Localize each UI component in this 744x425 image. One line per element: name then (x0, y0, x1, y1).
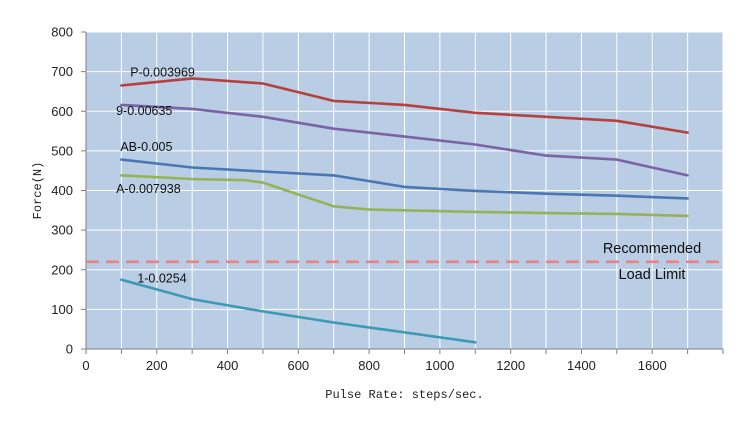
x-tick-label: 200 (146, 358, 168, 373)
series-line-9-0-00635 (120, 103, 689, 177)
series-line-1-0-0254 (120, 278, 477, 344)
series-labels: P-0.003969 9-0.00635 AB-0.005 A-0.007938 1-0… (116, 65, 195, 285)
y-tick-label: 400 (51, 183, 73, 198)
x-tick-label: 1200 (496, 358, 525, 373)
series-line-a-0-007938 (120, 174, 689, 218)
y-tick-label: 100 (51, 302, 73, 317)
x-tick-label: 800 (358, 358, 380, 373)
series-label-ab-0-005: AB-0.005 (120, 140, 172, 154)
x-tick-label: 400 (217, 358, 239, 373)
series-line-p-0-003969 (120, 77, 689, 134)
x-tick-label: 1400 (567, 358, 596, 373)
series-line-ab-0-005 (120, 158, 689, 200)
x-tick-label: 1600 (638, 358, 667, 373)
y-tick-label: 200 (51, 262, 73, 277)
x-tick-label: 1000 (425, 358, 454, 373)
x-tick-label: 600 (287, 358, 309, 373)
series-label-a-0-007938: A-0.007938 (116, 182, 181, 196)
series-label-9-0-00635: 9-0.00635 (116, 104, 172, 118)
series-label-1-0-0254: 1-0.0254 (137, 271, 186, 285)
y-tick-label: 0 (66, 342, 73, 357)
axes: 0 100 200 300 400 500 600 700 800 0 200 400 600 800 10… (51, 25, 724, 373)
y-tick-label: 600 (51, 104, 73, 119)
x-tick-label: 0 (82, 358, 89, 373)
x-axis-title: Pulse Rate: steps/sec. (325, 388, 483, 402)
series-layer (120, 77, 689, 344)
y-tick-label: 800 (51, 25, 73, 40)
y-axis-title: Force(N) (31, 162, 45, 220)
load-limit-label-line2: Load Limit (619, 267, 686, 283)
y-tick-label: 700 (51, 64, 73, 79)
load-limit-label-line1: Recommended (603, 241, 701, 257)
reference-line-layer: Recommended Load Limit (86, 241, 723, 283)
y-tick-label: 300 (51, 223, 73, 238)
y-tick-label: 500 (51, 143, 73, 158)
series-label-p-0-003969: P-0.003969 (130, 65, 195, 79)
